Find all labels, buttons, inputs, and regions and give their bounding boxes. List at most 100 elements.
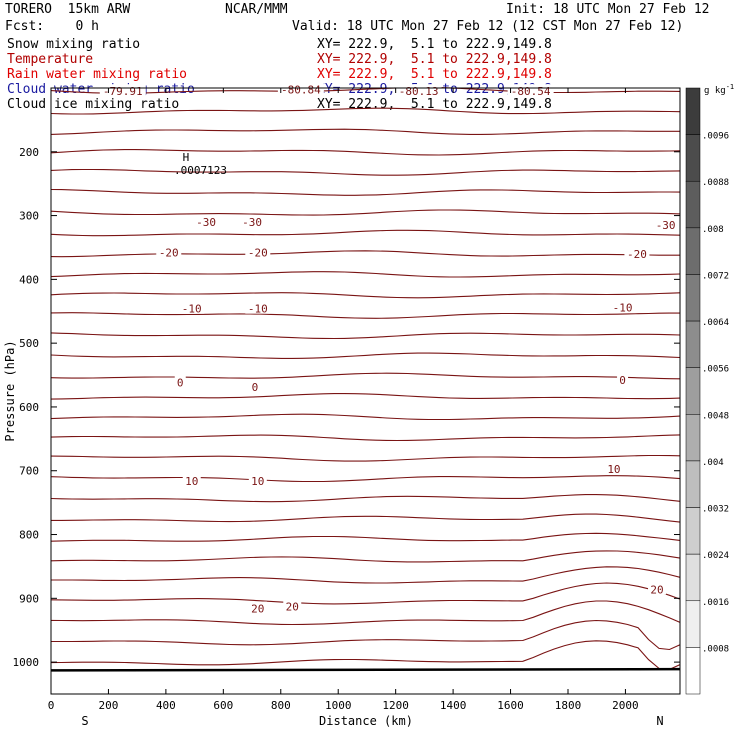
contour-label-bg [249, 380, 261, 393]
x-tick-label: 1600 [497, 699, 524, 712]
temperature-isotherm [50, 582, 681, 605]
colorbar-swatch [685, 414, 701, 462]
colorbar-label: .0024 [702, 551, 729, 561]
contour-label-bg [604, 461, 623, 474]
temperature-isotherm [50, 352, 681, 359]
y-tick-label: 400 [19, 273, 39, 286]
field-xy-snow: XY= 222.9, 5.1 to 222.9,149.8 [317, 37, 552, 52]
temperature-isotherm [50, 372, 681, 380]
temperature-isotherm [50, 434, 681, 442]
y-tick-label: 1000 [13, 656, 40, 669]
contour-label-bg [283, 599, 302, 612]
temperature-isotherm [50, 128, 680, 135]
colorbar-label: .0088 [702, 178, 729, 188]
temperature-contour-labels: -80.84-79.91 -80.13 -80.54-30 -30 -30-20 -20-… [99, 82, 679, 616]
contour-label: -30 [196, 216, 216, 229]
contour-label-bg [617, 373, 629, 386]
temperature-isotherm [50, 413, 681, 421]
x-tick-label: 800 [271, 699, 291, 712]
temperature-isotherm [50, 600, 681, 626]
colorbar-label: .0096 [702, 132, 729, 142]
temperature-isotherm [50, 550, 681, 563]
contour-label-bg [179, 301, 205, 314]
high-marker-symbol: H [183, 151, 190, 164]
x-tick-label: 0 [48, 699, 55, 712]
contour-label: -80.54 [511, 85, 551, 98]
init-time: Init: 18 UTC Mon 27 Feb 12 [506, 2, 710, 17]
colorbar-label: .0048 [702, 411, 729, 421]
field-name-rain: Rain water mixing ratio [7, 67, 188, 82]
temperature-isotherm [51, 566, 681, 584]
x-tick-label: 1000 [325, 699, 352, 712]
contour-label: 20 [251, 603, 264, 616]
contour-label: -10 [248, 303, 268, 316]
x-tick-label: 600 [213, 699, 233, 712]
temperature-isotherm [50, 312, 680, 319]
forecast-hour: Fcst: 0 h [5, 19, 99, 34]
contour-label-bg [239, 214, 265, 227]
temperature-isotherm [50, 475, 681, 483]
contour-label-bg [507, 84, 554, 97]
temperature-isotherm [50, 188, 681, 196]
y-tick-label: 200 [19, 146, 39, 159]
contour-label: -80.84 [281, 83, 321, 96]
contour-label: -30 [656, 219, 676, 232]
temperature-isotherm [50, 209, 681, 216]
contour-label: 20 [286, 601, 299, 614]
colorbar-label: .0056 [702, 365, 729, 375]
model-title: TORERO 15km ARW [5, 2, 131, 17]
contour-label: -20 [248, 247, 268, 260]
colorbar-swatch [685, 227, 701, 275]
contour-label: -10 [182, 303, 202, 316]
temperature-isotherm [50, 454, 681, 462]
y-axis-label: Pressure (hPa) [3, 340, 17, 441]
contour-label-bg [248, 473, 267, 486]
contour-label-bg [182, 473, 201, 486]
high-marker-value: .0007123 [174, 164, 227, 177]
contour-label: 0 [619, 374, 626, 387]
x-tick-label: 1400 [440, 699, 467, 712]
temperature-isotherm [50, 393, 681, 400]
ground-surface-line [50, 667, 681, 672]
field-name-snow: Snow mixing ratio [7, 37, 141, 52]
colorbar-swatch [685, 600, 701, 648]
contour-label: -30 [242, 216, 262, 229]
colorbar-swatch [685, 87, 701, 135]
contour-label: -20 [627, 248, 647, 261]
plot-frame [50, 87, 681, 695]
colorbar-swatch [685, 274, 701, 322]
x-tick-label: 1200 [382, 699, 409, 712]
temperature-isotherm [50, 86, 681, 94]
contour-label: 10 [185, 475, 198, 488]
contour-label: 20 [650, 583, 663, 596]
temperature-isotherm [50, 229, 681, 237]
contour-label-bg [395, 84, 442, 97]
contour-label-bg [653, 218, 679, 231]
contour-label-bg [245, 301, 271, 314]
y-tick-label: 700 [19, 465, 39, 478]
field-name-temperature: Temperature [7, 52, 94, 67]
colorbar-swatch [685, 553, 701, 602]
y-tick-label: 300 [19, 210, 39, 223]
colorbar-swatch [685, 367, 701, 415]
temperature-isotherm [50, 292, 681, 299]
colorbar-label: .008 [702, 225, 724, 235]
x-start-label: S [81, 714, 88, 728]
field-xy-temperature: XY= 222.9, 5.1 to 222.9,149.8 [317, 52, 552, 67]
contour-label-bg [99, 84, 146, 97]
contour-label-bg [174, 375, 186, 388]
temperature-isotherm [50, 271, 681, 278]
high-marker: H .0007123 [174, 151, 227, 177]
contour-label: -10 [613, 301, 633, 314]
temperature-isotherm [50, 168, 681, 176]
colorbar: .0096 .0088 .008 .0072 .0064 .0056 .0048 .004 .0… [685, 87, 729, 695]
colorbar-label: .0016 [702, 598, 729, 608]
colorbar-swatch [685, 647, 701, 695]
y-tick-label: 800 [19, 529, 39, 542]
contour-label-bg [193, 214, 219, 227]
x-tick-label: 200 [99, 699, 119, 712]
colorbar-unit: g kg-1 [704, 83, 734, 96]
colorbar-swatch [685, 320, 701, 368]
contour-label: 10 [607, 463, 620, 476]
